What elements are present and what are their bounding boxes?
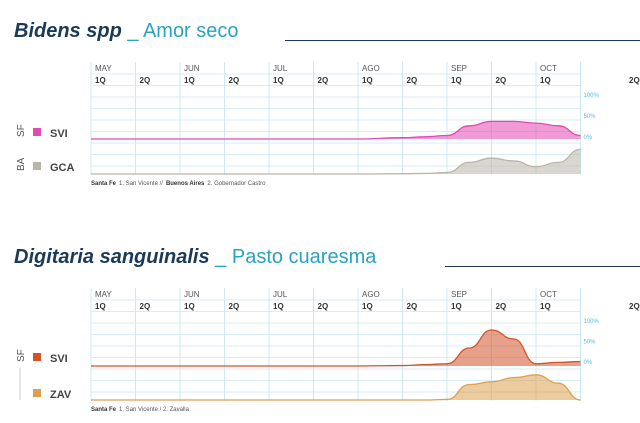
month-label: OCT (540, 290, 557, 299)
quincena-label: 1Q (95, 302, 106, 311)
footnote-region: Santa Fe (91, 181, 117, 187)
percent-label: 50% (584, 340, 597, 346)
series-svi-line (91, 120, 581, 140)
month-label: JUL (273, 64, 288, 73)
quincena-label: 1Q (540, 76, 551, 85)
series-gca-line (91, 148, 581, 175)
quincena-label: 2Q (629, 76, 640, 85)
legend-swatch (33, 389, 41, 397)
month-label: AGO (362, 290, 380, 299)
month-label: MAY (95, 64, 112, 73)
quincena-label: 2Q (229, 76, 240, 85)
quincena-label: 1Q (540, 302, 551, 311)
series-svi-area (91, 330, 581, 366)
quincena-label: 1Q (362, 76, 373, 85)
quincena-label: 2Q (318, 302, 329, 311)
percent-label: 0% (584, 135, 593, 141)
percent-label: 100% (584, 319, 600, 325)
quincena-label: 2Q (496, 302, 507, 311)
series-svi-line (91, 329, 581, 367)
footnote-region: Santa Fe (91, 407, 117, 413)
quincena-label: 1Q (184, 76, 195, 85)
footnote-region: Buenos Aires (166, 181, 205, 187)
percent-label: 100% (584, 93, 600, 99)
legend-swatch (33, 162, 41, 170)
percent-label: 50% (584, 114, 597, 120)
month-label: AGO (362, 64, 380, 73)
quincena-label: 2Q (229, 302, 240, 311)
quincena-label: 1Q (362, 302, 373, 311)
series-svi-area (91, 121, 581, 139)
quincena-label: 2Q (496, 76, 507, 85)
legend-code: GCA (50, 162, 75, 174)
footnote-text: 2. Gobernador Castro (207, 181, 266, 187)
quincena-label: 1Q (273, 302, 284, 311)
quincena-label: 2Q (318, 76, 329, 85)
footnote-text: 1. San Vicente // (119, 181, 163, 187)
quincena-label: 2Q (629, 302, 640, 311)
percent-label: 0% (584, 360, 593, 366)
quincena-label: 1Q (184, 302, 195, 311)
region-label: BA (16, 157, 27, 171)
footnote-text: 1. San Vicente / 2. Zavalla (119, 407, 190, 413)
quincena-label: 1Q (451, 302, 462, 311)
month-label: MAY (95, 290, 112, 299)
quincena-label: 1Q (273, 76, 284, 85)
region-label: SF (16, 349, 27, 362)
chart-title-2: Digitaria sanguinalis _ Pasto cuaresma (14, 246, 377, 268)
quincena-label: 1Q (451, 76, 462, 85)
quincena-label: 2Q (140, 302, 151, 311)
legend-code: SVI (50, 353, 68, 365)
legend-swatch (33, 128, 41, 136)
title-rule (445, 266, 640, 267)
legend-code: ZAV (50, 389, 72, 401)
legend-code: SVI (50, 128, 68, 140)
quincena-label: 2Q (407, 302, 418, 311)
month-label: JUN (184, 290, 200, 299)
quincena-label: 2Q (407, 76, 418, 85)
chart-title-1: Bidens spp _ Amor seco (14, 20, 239, 42)
series-zav-line (91, 374, 581, 401)
quincena-label: 1Q (95, 76, 106, 85)
month-label: JUN (184, 64, 200, 73)
month-label: SEP (451, 64, 467, 73)
title-rule (285, 40, 640, 41)
series-gca-area (91, 149, 581, 174)
month-label: SEP (451, 290, 467, 299)
series-zav-area (91, 374, 581, 400)
quincena-label: 2Q (140, 76, 151, 85)
month-label: JUL (273, 290, 288, 299)
region-label: SF (16, 124, 27, 137)
month-label: OCT (540, 64, 557, 73)
legend-swatch (33, 353, 41, 361)
